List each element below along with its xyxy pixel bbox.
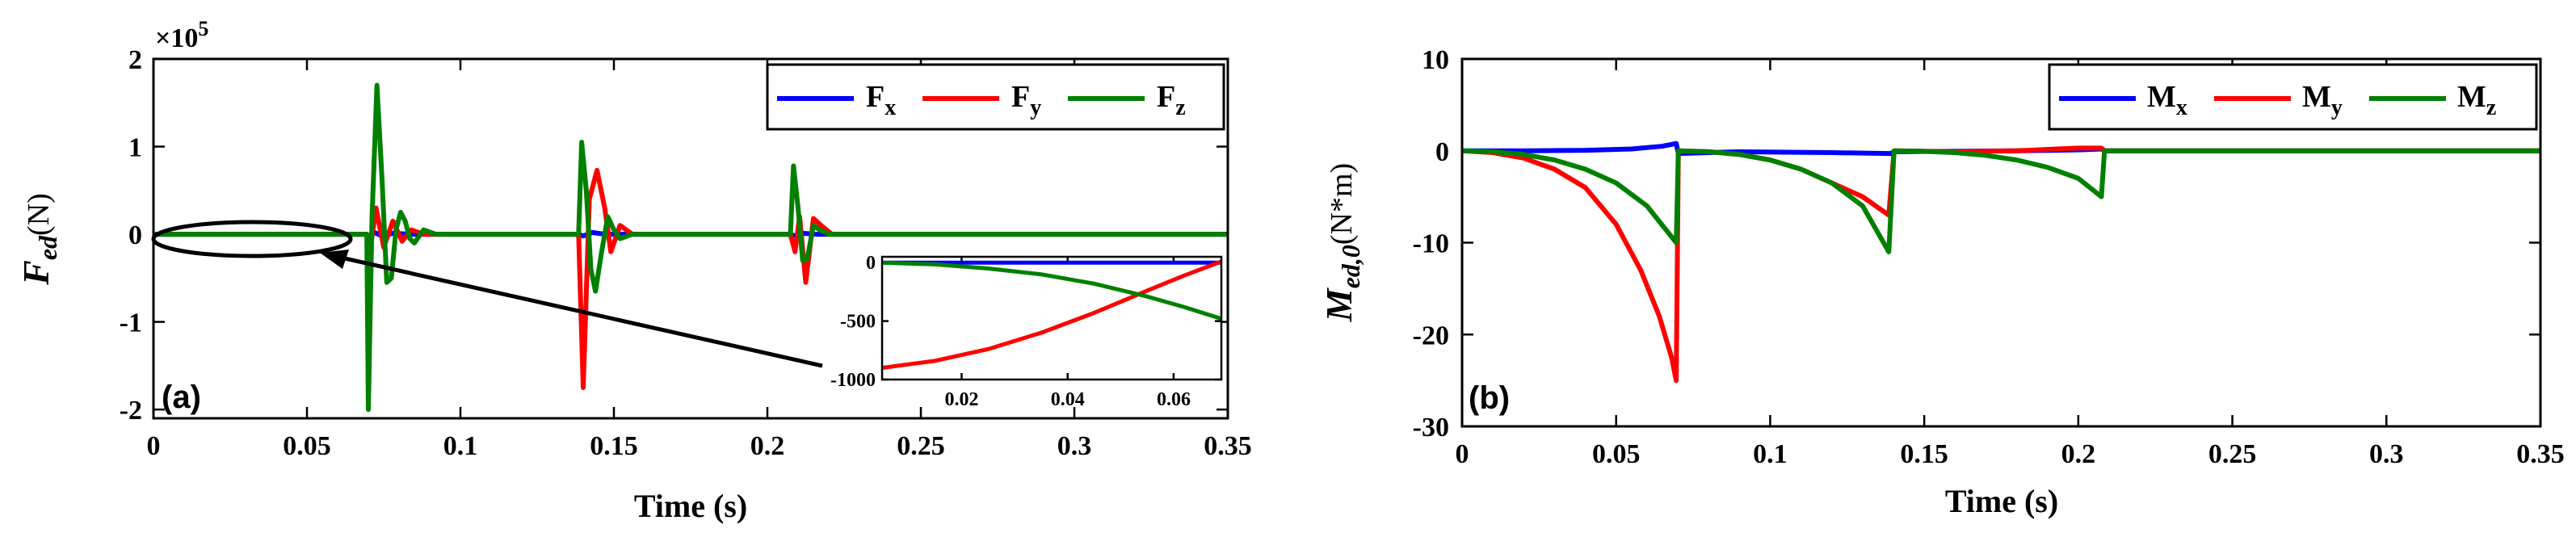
panel-b-tag: (b) bbox=[1469, 380, 1510, 416]
legend-label-my: My bbox=[2302, 80, 2343, 120]
panel-b-axes-box bbox=[1460, 57, 2542, 428]
panel-a-ytick-label: 1 bbox=[128, 133, 142, 163]
panel-b-ytick-label: -20 bbox=[1413, 321, 1449, 350]
panel-b-ylabel-unit: (N*m) bbox=[1325, 163, 1359, 245]
panel-b-ylabel-sub: ed,0 bbox=[1336, 245, 1365, 288]
panel-b-marks: 0 0.05 0.1 0.15 0.2 0.25 0.3 0.35 -30 -20 -10 0 10 bbox=[1413, 45, 2565, 469]
panel-a-ytick-label: 2 bbox=[128, 45, 142, 75]
panel-a-ytick-label: 0 bbox=[128, 220, 142, 250]
panel-b-legend: Mx My Mz bbox=[2048, 63, 2538, 131]
panel-a-ytick-label: -2 bbox=[120, 396, 142, 426]
inset-xtick-label: 0.02 bbox=[944, 389, 978, 410]
panel-a-ylabel-sub: ed bbox=[33, 235, 62, 260]
panel-a-xtick-label: 0.3 bbox=[1057, 431, 1092, 461]
panel-b-xtick-label: 0 bbox=[1456, 439, 1469, 469]
legend-label-fz: Fz bbox=[1157, 80, 1186, 120]
panel-a-force: 0 0.05 0.1 0.15 0.2 0.25 0.3 0.35 -2 -1 0 1 2 ×105 F… bbox=[15, 17, 1252, 524]
inset-ytick-label: 0 bbox=[866, 253, 876, 274]
inset-series-group bbox=[882, 259, 1221, 370]
panel-a-xtick-label: 0 bbox=[147, 431, 161, 461]
panel-a-series-group bbox=[153, 82, 1228, 413]
panel-a-legend: Fx Fy Fz bbox=[766, 63, 1225, 131]
panel-b-xtick-label: 0.3 bbox=[2369, 439, 2404, 469]
panel-a-xtick-label: 0.05 bbox=[283, 431, 331, 461]
panel-b-series-my bbox=[1462, 145, 2540, 384]
panel-a-tag: (a) bbox=[162, 380, 201, 415]
panel-b-ylabel: Med,0(N*m) bbox=[1318, 163, 1365, 322]
panel-a-y-exponent-base: ×10 bbox=[155, 23, 198, 53]
zoom-ellipse bbox=[151, 220, 353, 258]
legend-label-fy: Fy bbox=[1011, 80, 1041, 120]
legend-label-fx: Fx bbox=[866, 80, 896, 120]
panel-a-xtick-label: 0.15 bbox=[590, 431, 638, 461]
legend-label-mz: Mz bbox=[2457, 80, 2496, 120]
legend-label-mx: Mx bbox=[2147, 80, 2187, 120]
panel-a-ylabel: Fed(N) bbox=[15, 193, 62, 286]
panel-b-ytick-label: 10 bbox=[1422, 45, 1449, 75]
inset-ytick-label: -500 bbox=[840, 312, 876, 333]
panel-b-xtick-label: 0.25 bbox=[2208, 439, 2257, 469]
panel-a-ytick-label: -1 bbox=[120, 308, 142, 338]
panel-a-xtick-label: 0.1 bbox=[443, 431, 478, 461]
panel-a-marks: 0 0.05 0.1 0.15 0.2 0.25 0.3 0.35 -2 -1 0 1 2 bbox=[120, 45, 1252, 461]
panel-a-inset: 0.02 0.04 0.06 0 -500 -1000 bbox=[830, 253, 1223, 410]
panel-b-series-mz bbox=[1462, 148, 2540, 254]
panel-a-y-exponent: ×105 bbox=[155, 17, 208, 53]
panel-a-y-exponent-power: 5 bbox=[198, 17, 208, 40]
panel-b-series-group bbox=[1462, 141, 2540, 384]
panel-b-xtick-label: 0.2 bbox=[2061, 439, 2096, 469]
panel-b-ytick-label: 0 bbox=[1435, 137, 1449, 167]
panel-b-xtick-label: 0.05 bbox=[1592, 439, 1641, 469]
inset-xtick-label: 0.06 bbox=[1157, 389, 1191, 410]
panel-a-series-fz bbox=[153, 82, 1228, 413]
panel-a-xtick-label: 0.2 bbox=[750, 431, 785, 461]
panel-b-xlabel: Time (s) bbox=[1945, 483, 2058, 519]
inset-axes-box bbox=[880, 255, 1223, 381]
panel-a-xtick-label: 0.35 bbox=[1204, 431, 1252, 461]
inset-series-fz bbox=[882, 260, 1221, 321]
panel-a-annotation bbox=[151, 220, 823, 368]
panel-b-ylabel-main: M bbox=[1318, 287, 1359, 322]
panel-b-ytick-label: -10 bbox=[1413, 229, 1449, 259]
inset-ytick-label: -1000 bbox=[830, 370, 876, 391]
panel-b-xtick-label: 0.35 bbox=[2516, 439, 2565, 469]
inset-xtick-label: 0.04 bbox=[1051, 389, 1085, 410]
panel-a-xtick-label: 0.25 bbox=[897, 431, 945, 461]
panel-b-xtick-label: 0.15 bbox=[1900, 439, 1948, 469]
inset-series-fy bbox=[882, 259, 1221, 370]
panel-a-ylabel-main: F bbox=[15, 260, 57, 286]
inset-marks: 0.02 0.04 0.06 0 -500 -1000 bbox=[830, 253, 1221, 410]
panel-b-moment: 0 0.05 0.1 0.15 0.2 0.25 0.3 0.35 -30 -20 -10 0 10 M… bbox=[1318, 45, 2565, 519]
panel-a-xlabel: Time (s) bbox=[634, 488, 747, 524]
panel-b-xtick-label: 0.1 bbox=[1753, 439, 1788, 469]
zoom-arrow-line bbox=[337, 254, 823, 368]
zoom-arrow-head bbox=[320, 250, 349, 269]
panel-b-ytick-label: -30 bbox=[1413, 413, 1449, 443]
panel-a-ylabel-unit: (N) bbox=[22, 193, 56, 236]
